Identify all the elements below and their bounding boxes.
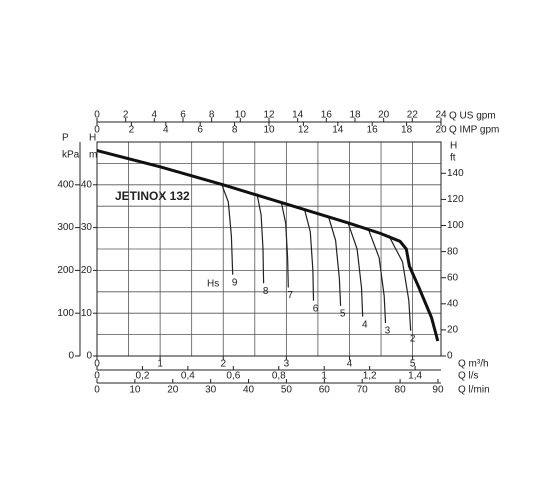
y2-axis-label: H	[450, 141, 457, 152]
x2-tick-label: 0,2	[135, 371, 149, 382]
x2-tick-label: 2	[129, 125, 135, 136]
x2-tick-label: 20	[435, 125, 447, 136]
hs-label: Hs	[207, 279, 219, 290]
series-label: 5	[340, 309, 346, 320]
y2-tick-label: 40	[447, 298, 459, 309]
suction-curve	[256, 195, 265, 284]
x-tick-label: 5	[410, 359, 416, 370]
y2-tick-label: 400	[57, 179, 74, 190]
x-tick-label: 1	[157, 359, 163, 370]
y-axis-label: m	[89, 150, 97, 161]
x2-axis-label: Q US gpm	[449, 111, 496, 122]
y2-axis-label: kPa	[62, 150, 80, 161]
x2-tick-label: 6	[197, 125, 203, 136]
x2-tick-label: 8	[232, 125, 238, 136]
x2-tick-label: 12	[263, 110, 275, 121]
y2-axis-label: ft	[450, 153, 456, 164]
y2-tick-label: 60	[447, 272, 459, 283]
series-label: 2	[410, 333, 416, 344]
x2-tick-label: 0	[94, 110, 100, 121]
x2-tick-label: 0	[94, 125, 100, 136]
x2-axis-label: Q l/min	[458, 385, 490, 396]
suction-curve	[367, 229, 387, 324]
x2-tick-label: 90	[432, 385, 444, 396]
x-tick-label: 3	[284, 359, 290, 370]
series-label: 6	[313, 303, 319, 314]
y2-tick-label: 0	[447, 351, 453, 362]
x2-tick-label: 0,6	[226, 371, 240, 382]
x2-tick-label: 0,8	[272, 371, 286, 382]
y2-tick-label: 80	[447, 246, 459, 257]
x2-tick-label: 8	[209, 110, 215, 121]
series-label: 7	[287, 290, 293, 301]
y2-tick-label: 100	[57, 308, 74, 319]
x2-tick-label: 4	[152, 110, 158, 121]
x2-tick-label: 40	[243, 385, 255, 396]
suction-curve	[280, 202, 289, 288]
x-tick-label: 2	[220, 359, 226, 370]
chart-title: JETINOX 132	[115, 189, 190, 203]
x2-tick-label: 2	[123, 110, 129, 121]
x2-tick-label: 24	[435, 110, 447, 121]
x-axis-label: Q m³/h	[458, 359, 489, 370]
x2-tick-label: 1,4	[408, 371, 422, 382]
x2-tick-label: 70	[357, 385, 369, 396]
x2-tick-label: 22	[407, 110, 419, 121]
x2-tick-label: 16	[321, 110, 333, 121]
x2-tick-label: 80	[395, 385, 407, 396]
x2-tick-label: 18	[401, 125, 413, 136]
y2-tick-label: 100	[447, 220, 464, 231]
x2-tick-label: 4	[163, 125, 169, 136]
y2-tick-label: 200	[57, 265, 74, 276]
x2-tick-label: 14	[292, 110, 304, 121]
x-tick-label: 4	[347, 359, 353, 370]
y-tick-label: 20	[81, 265, 93, 276]
suction-curve	[221, 184, 234, 275]
x2-tick-label: 10	[263, 125, 275, 136]
pump-curve	[96, 149, 440, 342]
x2-tick-label: 50	[281, 385, 293, 396]
x2-tick-label: 14	[332, 125, 344, 136]
y2-tick-label: 300	[57, 222, 74, 233]
x2-tick-label: 20	[378, 110, 390, 121]
suction-curve	[328, 216, 342, 306]
x2-tick-label: 18	[349, 110, 361, 121]
x2-axis-label: Q l/s	[458, 371, 479, 382]
x2-tick-label: 0	[94, 385, 100, 396]
x2-tick-label: 30	[205, 385, 217, 396]
suction-curve	[347, 223, 364, 317]
y2-tick-label: 20	[447, 325, 459, 336]
x2-tick-label: 6	[180, 110, 186, 121]
y-axis-label: H	[89, 133, 96, 144]
suction-curve	[388, 235, 412, 331]
x2-tick-label: 16	[367, 125, 379, 136]
y2-tick-label: 0	[68, 351, 74, 362]
x-tick-label: 0	[94, 359, 100, 370]
x2-tick-label: 20	[167, 385, 179, 396]
x2-tick-label: 1	[321, 371, 327, 382]
y-tick-label: 30	[81, 222, 93, 233]
x2-tick-label: 1,2	[363, 371, 377, 382]
x2-tick-label: 10	[129, 385, 141, 396]
y2-tick-label: 120	[447, 194, 464, 205]
series-label: 8	[263, 286, 269, 297]
x2-tick-label: 0	[94, 371, 100, 382]
x2-tick-label: 10	[235, 110, 247, 121]
y-tick-label: 40	[81, 179, 93, 190]
series-label: 3	[385, 326, 391, 337]
x2-tick-label: 60	[319, 385, 331, 396]
x2-tick-label: 12	[298, 125, 310, 136]
x2-tick-label: 0,4	[181, 371, 195, 382]
series-label: 9	[232, 277, 238, 288]
y2-tick-label: 140	[447, 168, 464, 179]
series-label: 4	[362, 319, 368, 330]
x2-axis-label: Q IMP gpm	[449, 125, 499, 136]
suction-curve	[304, 209, 315, 301]
y2-axis-label: P	[62, 133, 69, 144]
y-tick-label: 0	[86, 351, 92, 362]
y-tick-label: 10	[81, 308, 93, 319]
